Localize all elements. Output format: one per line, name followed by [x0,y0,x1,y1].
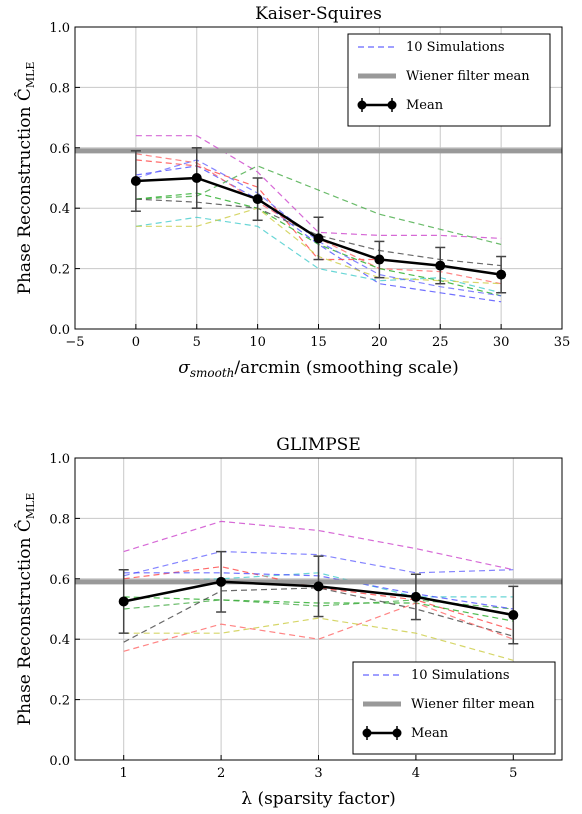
x-axis-label: λ (sparsity factor) [241,789,395,809]
x-axis-label-rest: /arcmin (smoothing scale) [234,358,458,378]
legend-mean-label: Mean [406,98,444,113]
x-axis-label-subscript: smooth [190,366,235,380]
mean-point [313,233,324,244]
y-tick-label: 0.4 [49,202,70,217]
legend-mean-label: Mean [411,726,449,741]
x-tick-label: 0 [132,335,140,350]
x-tick-label: 10 [249,335,266,350]
x-tick-label: 3 [314,766,322,781]
x-tick-label: 30 [493,335,510,350]
x-tick-label: 1 [120,766,128,781]
y-axis-label: Phase Reconstruction ĈMLE [14,493,37,726]
chart-title: GLIMPSE [276,435,361,455]
x-tick-label: −5 [65,335,84,350]
y-axis-label-text: Phase Reconstruction [15,532,35,725]
chart-1: −5 0 5 10 15 20 25 30 35 0.0 0.2 0.4 0.6 0.8 1.0 Kaiser… [14,4,570,380]
x-axis-label-symbol: σ [178,358,190,378]
x-tick-label: 4 [412,766,420,781]
simulation-line-1 [123,520,514,571]
legend-wiener-label: Wiener filter mean [406,69,530,84]
y-tick-label: 0.0 [49,754,70,769]
x-tick-label: 5 [509,766,517,781]
y-tick-label: 0.8 [49,81,70,96]
simulation-line-2 [135,135,502,239]
legend-mean-marker [392,728,402,738]
simulation-line-3 [123,566,514,631]
y-tick-label: 0.6 [49,142,70,157]
mean-point [313,581,324,592]
chart-title: Kaiser-Squires [255,4,382,24]
y-tick-label: 0.8 [49,512,70,527]
mean-point [216,576,227,587]
y-axis-label: Phase Reconstruction ĈMLE [14,62,37,295]
mean-point [410,591,421,602]
simulation-line-9 [123,617,514,661]
legend: 10 Simulations Wiener filter mean Mean [347,33,551,127]
simulation-line-7 [123,587,514,643]
y-tick-label: 0.4 [49,633,70,648]
mean-point [252,194,263,205]
legend-mean-marker [387,100,397,110]
y-axis-label-subscript: MLE [24,62,37,89]
x-tick-label: 2 [217,766,225,781]
x-tick-label: 20 [371,335,388,350]
x-tick-label: 15 [310,335,327,350]
plot-frame [74,457,563,761]
legend-mean-marker [362,728,372,738]
legend-simulations-label: 10 Simulations [406,40,505,55]
legend-box [352,661,556,755]
legend-mean-marker [357,100,367,110]
chart-2: 1 2 3 4 5 0.0 0.2 0.4 0.6 0.8 1.0 GLIMPSE λ (sparsit… [14,435,563,809]
mean-point [191,173,202,183]
legend: 10 Simulations Wiener filter mean Mean [352,661,556,755]
legend-simulations-label: 10 Simulations [411,668,510,683]
x-tick-label: 25 [432,335,449,350]
y-tick-label: 0.6 [49,573,70,588]
y-axis-label-text: Phase Reconstruction [15,101,35,294]
y-axis-label-subscript: MLE [24,493,37,520]
mean-point [435,260,446,271]
x-tick-label: 35 [554,335,571,350]
x-axis-label: σsmooth/arcmin (smoothing scale) [178,358,459,380]
legend-wiener-label: Wiener filter mean [411,697,535,712]
y-tick-label: 1.0 [49,21,70,36]
legend-box [347,33,551,127]
mean-point [130,176,141,187]
mean-point [508,610,519,621]
x-tick-label: 5 [193,335,201,350]
y-tick-label: 1.0 [49,452,70,467]
y-tick-label: 0.2 [49,694,70,709]
y-axis-label-symbol: Ĉ [14,519,35,532]
y-tick-label: 0.0 [49,323,70,338]
mean-point [374,254,385,265]
mean-point [496,269,507,280]
y-tick-label: 0.2 [49,263,70,278]
mean-point [118,596,129,607]
y-axis-label-symbol: Ĉ [14,88,35,101]
plot-frame [74,26,563,330]
